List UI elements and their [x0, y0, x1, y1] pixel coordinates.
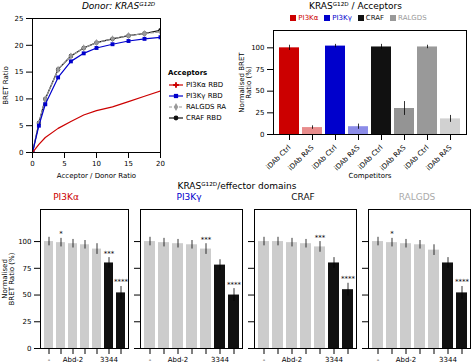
svg-text:Normalised BRETRatio (%): Normalised BRETRatio (%) [238, 52, 253, 113]
svg-text:10: 10 [92, 160, 101, 168]
svg-text:Abd-2: Abd-2 [396, 356, 417, 364]
html-text:Donor: KRASᴳ¹²ᴰ: Donor: KRASᴳ¹²ᴰ [81, 1, 156, 11]
svg-text:-: - [149, 356, 152, 364]
html-text:PI3Kγ RBD: PI3Kγ RBD [186, 91, 223, 100]
svg-text:iDAb RAS: iDAb RAS [333, 143, 362, 172]
svg-text:iDAb Ctrl: iDAb Ctrl [310, 143, 339, 172]
svg-text:iDAb Ctrl: iDAb Ctrl [402, 143, 431, 172]
svg-text:100: 100 [251, 44, 264, 52]
svg-text:*: * [390, 230, 394, 238]
svg-text:10: 10 [15, 95, 24, 103]
svg-text:100: 100 [18, 238, 31, 246]
svg-text:15: 15 [15, 68, 24, 76]
svg-text:3344: 3344 [100, 356, 118, 364]
svg-text:-: - [48, 356, 51, 364]
html-text:PI3Kα: PI3Kα [53, 192, 79, 202]
svg-text:15: 15 [124, 160, 133, 168]
svg-text:75: 75 [256, 66, 265, 74]
html-text:KRASᴳ¹²ᴰ/effector domains: KRASᴳ¹²ᴰ/effector domains [177, 181, 297, 191]
svg-text:3344: 3344 [325, 356, 343, 364]
svg-text:Acceptor / Donor Ratio: Acceptor / Donor Ratio [57, 172, 136, 180]
svg-text:****: **** [114, 278, 129, 286]
html-text:PI3Kα: PI3Kα [298, 14, 319, 22]
svg-text:-: - [377, 356, 380, 364]
html-text:CRAF RBD: CRAF RBD [186, 113, 222, 122]
svg-text:0: 0 [30, 160, 34, 168]
svg-text:5: 5 [19, 122, 23, 130]
svg-text:iDAb Ctrl: iDAb Ctrl [356, 143, 385, 172]
svg-text:25: 25 [15, 15, 24, 23]
svg-text:25: 25 [23, 318, 32, 326]
svg-text:50: 50 [23, 291, 32, 299]
html-text:RALGDS: RALGDS [398, 192, 436, 202]
svg-text:****: **** [455, 278, 470, 286]
svg-text:***: *** [104, 250, 115, 258]
svg-text:****: **** [341, 275, 356, 283]
svg-text:*: * [59, 230, 63, 238]
svg-text:75: 75 [23, 265, 32, 273]
html-text:Acceptors: Acceptors [168, 69, 208, 77]
svg-text:iDAb RAS: iDAb RAS [287, 143, 316, 172]
html-text:CRAF: CRAF [365, 14, 385, 22]
svg-text:NormalisedBRET Ratio (%): NormalisedBRET Ratio (%) [1, 252, 16, 305]
html-text:RALGDS RA: RALGDS RA [186, 102, 227, 111]
svg-text:iDAb RAS: iDAb RAS [379, 143, 408, 172]
svg-text:Competitors: Competitors [349, 172, 392, 180]
svg-text:Abd-2: Abd-2 [282, 356, 303, 364]
svg-text:-: - [263, 356, 266, 364]
svg-text:Abd-2: Abd-2 [63, 356, 84, 364]
svg-text:BRET Ratio: BRET Ratio [2, 66, 10, 105]
svg-text:20: 20 [156, 160, 165, 168]
html-text:KRASᴳ¹²ᴰ / Acceptors: KRASᴳ¹²ᴰ / Acceptors [309, 1, 402, 11]
html-text:PI3Kγ: PI3Kγ [176, 192, 202, 202]
svg-text:iDAb Ctrl: iDAb Ctrl [264, 143, 293, 172]
svg-text:***: *** [201, 236, 212, 244]
svg-text:3344: 3344 [439, 356, 457, 364]
svg-text:***: *** [315, 234, 326, 242]
svg-text:25: 25 [256, 109, 265, 117]
svg-text:0: 0 [27, 345, 31, 353]
html-text:PI3Kγ: PI3Kγ [332, 14, 352, 22]
svg-text:50: 50 [256, 87, 265, 95]
svg-text:5: 5 [62, 160, 66, 168]
svg-text:iDAb RAS: iDAb RAS [425, 143, 454, 172]
html-text:RALGDS: RALGDS [398, 14, 427, 22]
svg-text:20: 20 [15, 42, 24, 50]
svg-text:****: **** [227, 281, 242, 289]
svg-text:0: 0 [260, 131, 264, 139]
svg-text:Abd-2: Abd-2 [168, 356, 189, 364]
html-text:PI3Kα RBD: PI3Kα RBD [186, 80, 224, 89]
svg-text:0: 0 [19, 149, 23, 157]
svg-text:3344: 3344 [211, 356, 229, 364]
html-text:CRAF: CRAF [291, 192, 315, 202]
